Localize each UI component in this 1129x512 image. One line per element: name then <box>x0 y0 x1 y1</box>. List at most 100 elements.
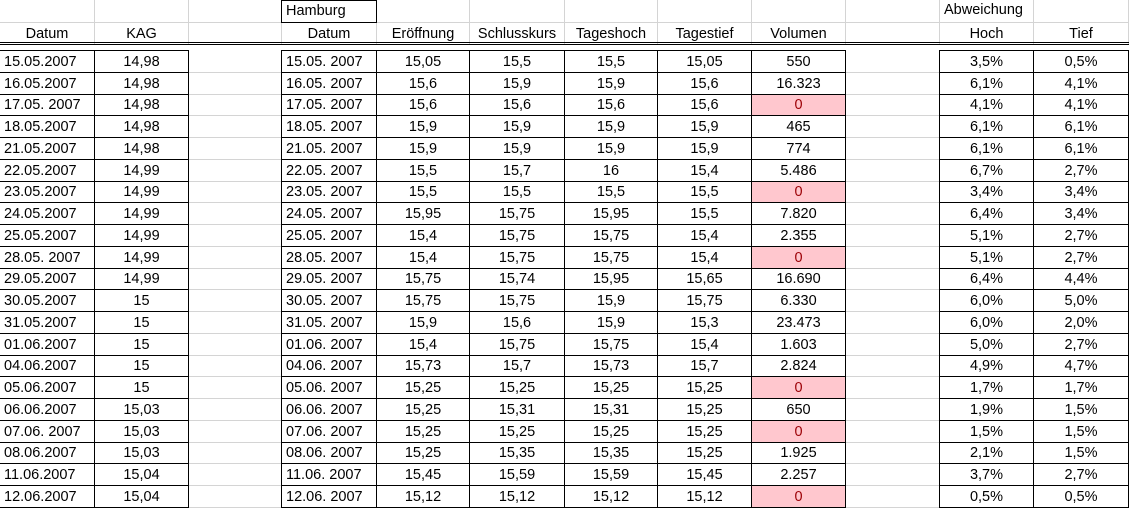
table-cell: 15,73 <box>564 355 658 377</box>
table-cell: 2,7% <box>1033 463 1129 486</box>
table-cell: 15,04 <box>94 463 189 486</box>
empty-cell <box>846 138 940 160</box>
table-cell: 04.06.2007 <box>0 355 95 377</box>
table-cell: 18.05. 2007 <box>281 115 377 138</box>
table-cell: 1,7% <box>1033 376 1129 399</box>
table-cell: 15,95 <box>564 268 658 290</box>
empty-cell <box>846 334 940 356</box>
table-cell: 15,25 <box>469 376 565 399</box>
table-cell: 22.05.2007 <box>0 159 95 182</box>
empty-cell <box>189 443 282 464</box>
table-cell: 30.05.2007 <box>0 289 95 312</box>
column-header: Tagestief <box>658 23 752 44</box>
table-cell: 15,03 <box>94 398 189 421</box>
table-cell: 15,5 <box>657 202 752 225</box>
table-cell: 15,25 <box>564 376 658 399</box>
table-cell: 16 <box>564 159 658 182</box>
table-cell: 08.06.2007 <box>0 442 95 464</box>
table-cell: 650 <box>751 398 846 421</box>
column-header: Eröffnung <box>377 23 470 44</box>
table-cell: 0 <box>751 181 846 203</box>
table-cell: 15,59 <box>564 463 658 486</box>
table-cell: 15,75 <box>469 246 565 269</box>
table-cell: 15,75 <box>564 246 658 269</box>
table-cell: 15,75 <box>469 202 565 225</box>
table-cell: 31.05. 2007 <box>281 311 377 334</box>
table-cell: 15,7 <box>657 355 752 377</box>
table-cell: 18.05.2007 <box>0 115 95 138</box>
empty-cell <box>189 421 282 443</box>
table-cell: 22.05. 2007 <box>281 159 377 182</box>
empty-cell <box>189 356 282 377</box>
table-cell: 15,25 <box>564 420 658 443</box>
table-cell: 15,35 <box>564 442 658 464</box>
table-cell: 15,5 <box>376 159 470 182</box>
table-cell: 15,3 <box>657 311 752 334</box>
table-cell: 3,5% <box>939 50 1034 73</box>
empty-cell <box>189 160 282 182</box>
table-cell: 2,7% <box>1033 224 1129 247</box>
table-cell: 6.330 <box>751 289 846 312</box>
empty-cell <box>846 225 940 247</box>
table-cell: 15,9 <box>376 311 470 334</box>
table-cell: 0 <box>751 246 846 269</box>
table-cell: 06.06.2007 <box>0 398 95 421</box>
table-cell: 14,99 <box>94 159 189 182</box>
table-cell: 15,25 <box>469 420 565 443</box>
table-cell: 15,6 <box>657 94 752 116</box>
table-cell: 0,5% <box>1033 50 1129 73</box>
table-cell: 15,25 <box>376 420 470 443</box>
table-cell: 21.05.2007 <box>0 137 95 160</box>
table-cell: 1,5% <box>939 420 1034 443</box>
table-cell: 15,73 <box>376 355 470 377</box>
table-cell: 14,99 <box>94 224 189 247</box>
table-cell: 24.05. 2007 <box>281 202 377 225</box>
table-cell: 4,9% <box>939 355 1034 377</box>
empty-cell <box>189 464 282 486</box>
table-cell: 1,7% <box>939 376 1034 399</box>
table-cell: 04.06. 2007 <box>281 355 377 377</box>
table-cell: 15,7 <box>469 355 565 377</box>
table-cell: 11.06.2007 <box>0 463 95 486</box>
table-cell: 15,5 <box>564 50 658 73</box>
table-cell: 15,4 <box>376 224 470 247</box>
table-cell: 17.05. 2007 <box>281 94 377 116</box>
table-cell: 15,75 <box>469 289 565 312</box>
table-cell: 25.05. 2007 <box>281 224 377 247</box>
table-cell: 2,1% <box>939 442 1034 464</box>
empty-cell <box>189 0 282 23</box>
table-cell: 21.05. 2007 <box>281 137 377 160</box>
table-cell: 6,1% <box>939 72 1034 95</box>
table-cell: 3,4% <box>939 181 1034 203</box>
empty-cell <box>846 269 940 290</box>
table-cell: 15,7 <box>469 159 565 182</box>
empty-cell <box>846 399 940 421</box>
table-cell: 15,9 <box>564 115 658 138</box>
empty-cell <box>189 225 282 247</box>
table-cell: 1,5% <box>1033 420 1129 443</box>
table-cell: 15,25 <box>657 398 752 421</box>
table-cell: 15,9 <box>469 115 565 138</box>
table-cell: 6,1% <box>1033 115 1129 138</box>
table-cell: 07.06. 2007 <box>281 420 377 443</box>
empty-cell <box>189 377 282 399</box>
table-cell: 15,5 <box>657 181 752 203</box>
table-cell: 6,0% <box>939 311 1034 334</box>
table-cell: 15,9 <box>376 115 470 138</box>
table-cell: 6,1% <box>939 115 1034 138</box>
table-cell: 2.824 <box>751 355 846 377</box>
empty-cell <box>846 312 940 334</box>
empty-cell <box>189 399 282 421</box>
table-cell: 15,12 <box>376 485 470 508</box>
table-cell: 6,4% <box>939 268 1034 290</box>
table-cell: 1,9% <box>939 398 1034 421</box>
table-cell: 15,25 <box>376 376 470 399</box>
column-header: Tageshoch <box>565 23 658 44</box>
table-cell: 28.05. 2007 <box>281 246 377 269</box>
column-header: Tief <box>1034 23 1129 44</box>
table-cell: 15,4 <box>657 246 752 269</box>
table-cell: 08.06. 2007 <box>281 442 377 464</box>
empty-cell <box>846 464 940 486</box>
empty-cell <box>189 73 282 95</box>
empty-cell <box>846 160 940 182</box>
